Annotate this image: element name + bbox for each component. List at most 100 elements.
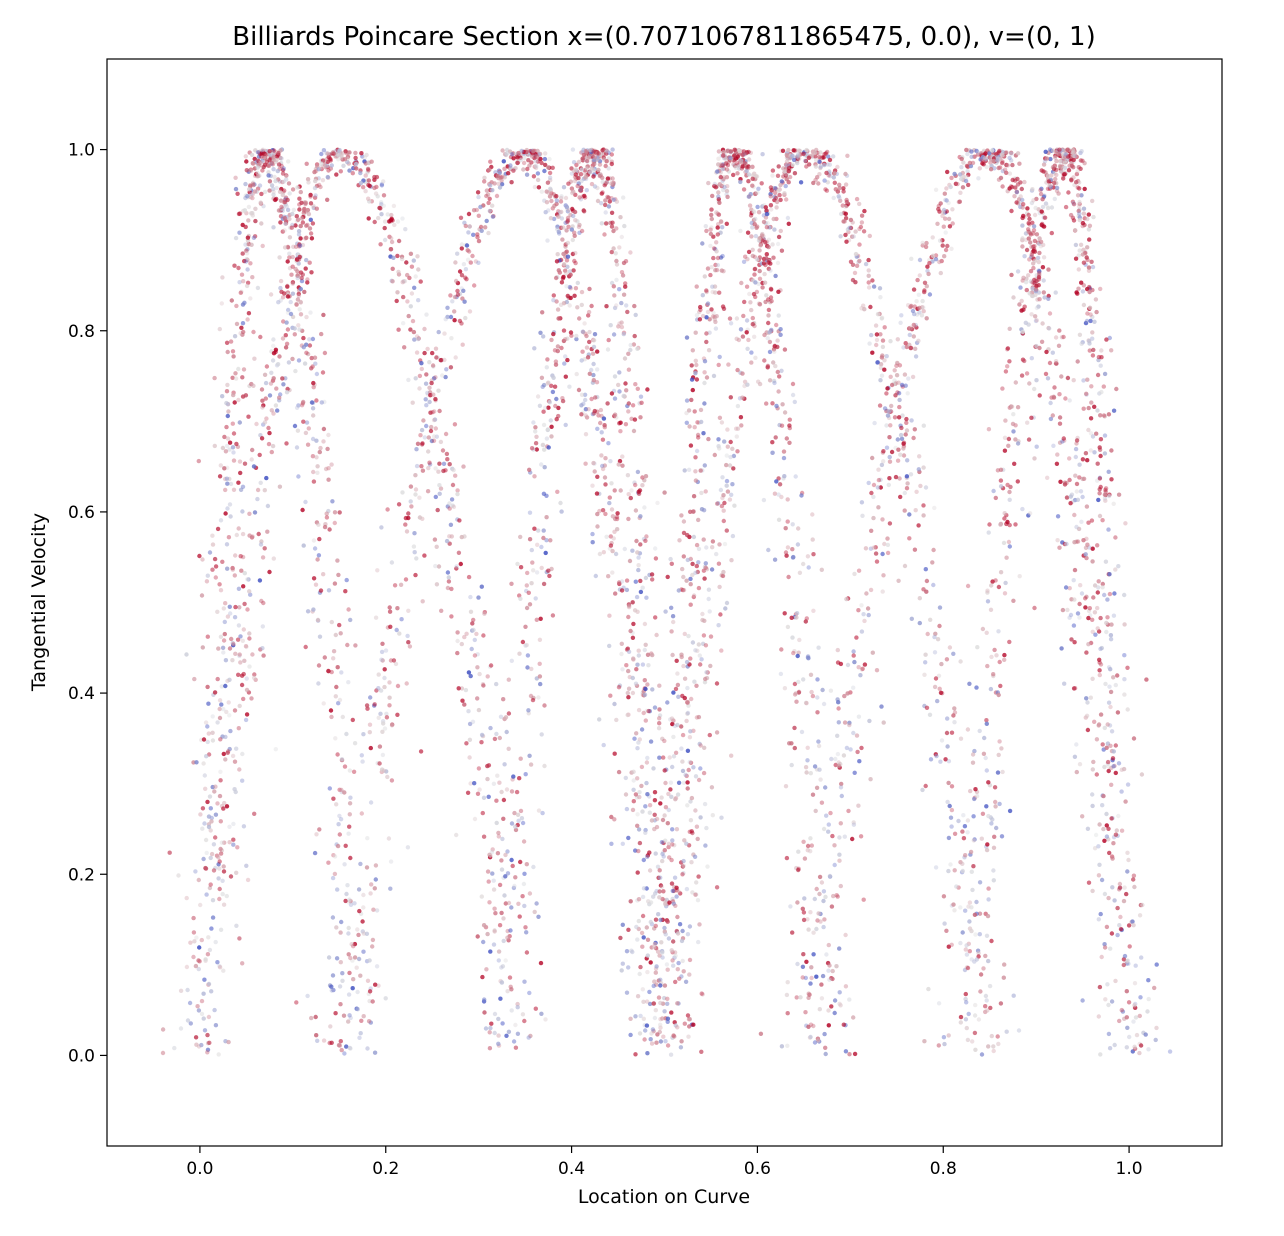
scatter-point (934, 753, 939, 759)
scatter-point (217, 965, 223, 970)
scatter-point (927, 292, 933, 297)
scatter-point (874, 668, 880, 673)
scatter-point (596, 413, 601, 418)
scatter-point (535, 177, 541, 183)
scatter-point (305, 351, 311, 357)
scatter-point (243, 259, 249, 264)
scatter-point (436, 564, 442, 569)
scatter-point (643, 642, 648, 647)
scatter-point (276, 150, 281, 156)
scatter-point (559, 216, 565, 221)
scatter-point (542, 447, 547, 452)
scatter-point (435, 507, 440, 513)
scatter-point (279, 204, 284, 210)
scatter-point (316, 681, 321, 686)
scatter-point (247, 631, 252, 636)
scatter-point (498, 714, 504, 719)
scatter-point (670, 958, 675, 963)
scatter-point (429, 438, 435, 444)
scatter-point (573, 250, 578, 256)
scatter-point (507, 975, 513, 980)
scatter-point (752, 272, 757, 277)
scatter-point (380, 752, 386, 758)
scatter-point (320, 178, 326, 183)
scatter-point (610, 176, 615, 181)
scatter-point (217, 866, 222, 871)
scatter-point (283, 345, 289, 350)
scatter-point (236, 623, 242, 628)
scatter-point (641, 886, 647, 891)
scatter-point (704, 288, 709, 293)
scatter-point (202, 773, 207, 778)
scatter-point (811, 552, 816, 557)
scatter-point (221, 606, 226, 611)
scatter-point (583, 397, 588, 403)
scatter-point (1086, 608, 1092, 614)
scatter-point (204, 892, 209, 897)
scatter-point (199, 937, 204, 943)
scatter-point (436, 329, 441, 335)
scatter-point (526, 590, 531, 595)
scatter-point (671, 690, 676, 695)
scatter-point (520, 820, 526, 826)
scatter-point (605, 401, 610, 406)
scatter-point (576, 387, 582, 393)
scatter-point (997, 148, 1002, 154)
scatter-point (388, 886, 393, 891)
scatter-point (669, 881, 675, 886)
scatter-point (501, 816, 506, 821)
scatter-point (684, 398, 690, 403)
scatter-point (213, 812, 219, 817)
scatter-point (407, 644, 413, 649)
scatter-point (675, 682, 681, 688)
scatter-point (698, 743, 703, 748)
scatter-point (944, 198, 949, 203)
scatter-point (806, 565, 811, 570)
scatter-point (998, 175, 1004, 181)
scatter-point (503, 874, 508, 879)
scatter-point (821, 889, 827, 894)
scatter-point (445, 305, 450, 310)
scatter-point (871, 545, 876, 550)
scatter-point (1055, 452, 1060, 457)
scatter-point (558, 302, 564, 307)
scatter-point (591, 161, 597, 167)
scatter-point (686, 767, 691, 773)
scatter-point (355, 1007, 360, 1012)
scatter-point (611, 246, 616, 251)
scatter-point (838, 1003, 843, 1008)
scatter-point (369, 159, 374, 164)
scatter-point (217, 706, 222, 712)
scatter-point (201, 761, 206, 766)
scatter-point (836, 720, 841, 725)
scatter-point (898, 494, 903, 500)
scatter-point (712, 452, 717, 458)
scatter-point (819, 996, 825, 1001)
scatter-point (709, 567, 715, 572)
scatter-point (809, 153, 815, 158)
scatter-point (234, 746, 239, 751)
scatter-point (979, 1052, 985, 1057)
scatter-point (568, 286, 573, 291)
scatter-point (628, 495, 633, 501)
scatter-point (950, 221, 955, 226)
scatter-point (908, 472, 914, 477)
scatter-point (931, 582, 936, 588)
scatter-point (1015, 151, 1021, 156)
scatter-point (314, 455, 319, 460)
scatter-point (249, 457, 254, 462)
scatter-point (873, 551, 879, 556)
scatter-point (693, 892, 698, 897)
scatter-point (237, 605, 242, 610)
scatter-point (847, 720, 852, 725)
scatter-point (1020, 223, 1025, 228)
scatter-point (309, 400, 315, 405)
scatter-point (606, 166, 611, 171)
scatter-point (413, 376, 418, 381)
scatter-point (617, 389, 622, 394)
scatter-point (795, 160, 800, 166)
scatter-point (305, 280, 310, 285)
scatter-point (779, 647, 784, 652)
scatter-point (483, 225, 488, 230)
scatter-point (201, 991, 206, 996)
